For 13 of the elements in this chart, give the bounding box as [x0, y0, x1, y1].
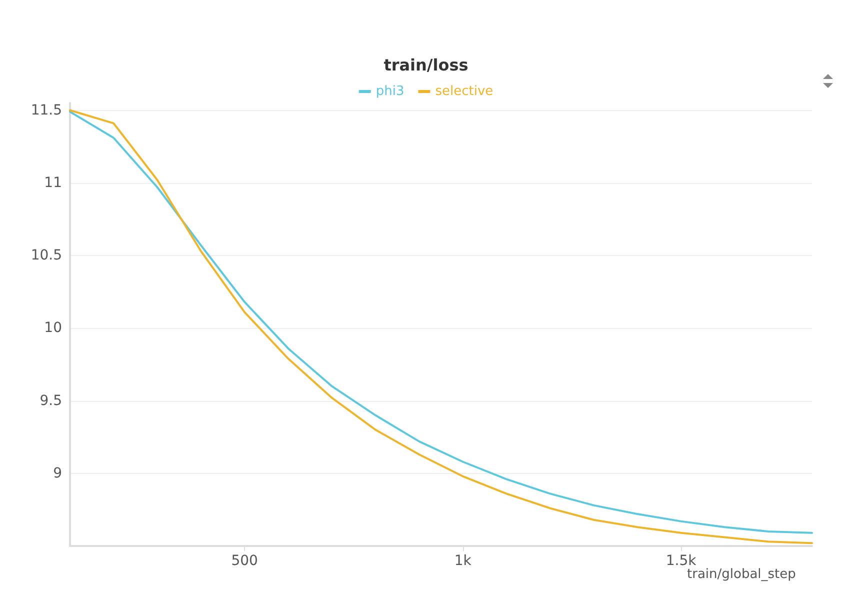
x-axis-title: train/global_step [687, 567, 796, 582]
y-tick-label: 9 [53, 465, 62, 482]
legend-label: phi3 [376, 84, 404, 99]
x-tick-label: 1.5k [666, 553, 698, 569]
x-tick-label: 1k [454, 553, 472, 569]
y-tick-label: 10.5 [30, 248, 62, 264]
chart-title: train/loss [384, 56, 468, 74]
y-tick-label: 11.5 [30, 102, 62, 118]
y-tick-label: 10 [44, 320, 62, 336]
y-tick-label: 9.5 [40, 392, 62, 409]
x-tick-label: 500 [231, 553, 258, 569]
y-tick-label: 11 [44, 174, 62, 191]
legend-label: selective [435, 84, 494, 99]
